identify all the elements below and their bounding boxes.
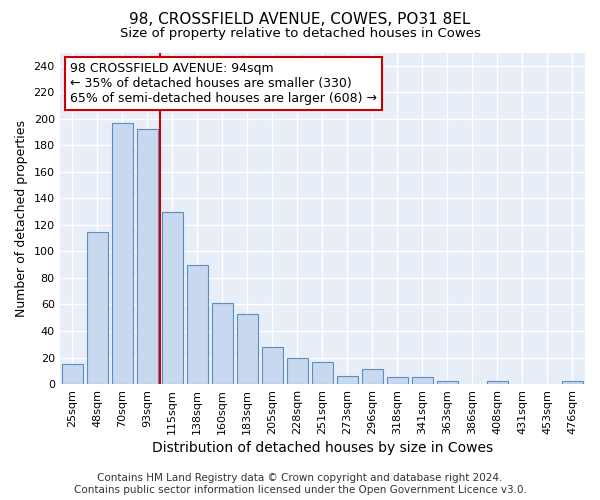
Bar	[86, 232, 108, 384]
Bar	[287, 358, 308, 384]
Bar	[262, 347, 283, 384]
Text: Size of property relative to detached houses in Cowes: Size of property relative to detached ho…	[119, 28, 481, 40]
Bar	[62, 364, 83, 384]
Bar	[437, 382, 458, 384]
Text: Contains HM Land Registry data © Crown copyright and database right 2024.
Contai: Contains HM Land Registry data © Crown c…	[74, 474, 526, 495]
Y-axis label: Number of detached properties: Number of detached properties	[15, 120, 28, 317]
Bar	[412, 378, 433, 384]
Bar	[487, 382, 508, 384]
Bar	[212, 303, 233, 384]
Bar	[112, 123, 133, 384]
X-axis label: Distribution of detached houses by size in Cowes: Distribution of detached houses by size …	[152, 441, 493, 455]
Bar	[562, 382, 583, 384]
Bar	[187, 264, 208, 384]
Bar	[312, 362, 333, 384]
Text: 98 CROSSFIELD AVENUE: 94sqm
← 35% of detached houses are smaller (330)
65% of se: 98 CROSSFIELD AVENUE: 94sqm ← 35% of det…	[70, 62, 377, 106]
Bar	[137, 130, 158, 384]
Bar	[362, 370, 383, 384]
Bar	[161, 212, 183, 384]
Bar	[387, 378, 408, 384]
Bar	[236, 314, 258, 384]
Bar	[337, 376, 358, 384]
Text: 98, CROSSFIELD AVENUE, COWES, PO31 8EL: 98, CROSSFIELD AVENUE, COWES, PO31 8EL	[130, 12, 470, 28]
